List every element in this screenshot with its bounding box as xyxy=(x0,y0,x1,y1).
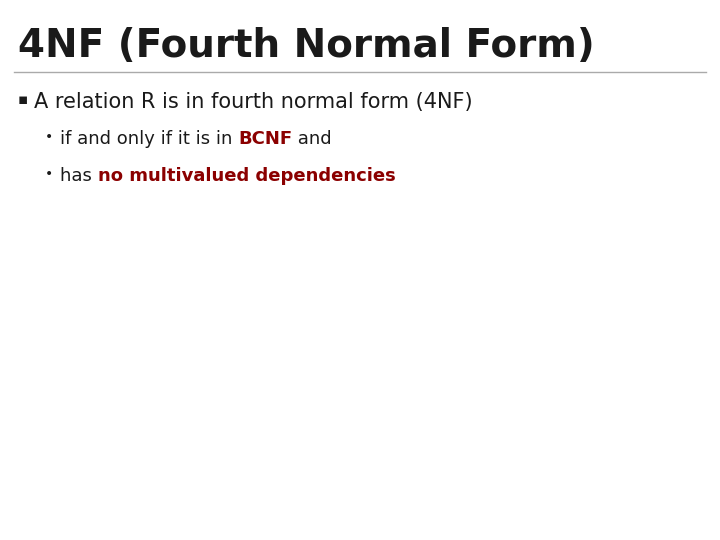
Text: 65: 65 xyxy=(351,511,369,525)
Text: A relation R is in fourth normal form (4NF): A relation R is in fourth normal form (4… xyxy=(34,92,472,112)
Text: no multivalued dependencies: no multivalued dependencies xyxy=(98,167,395,185)
Text: BCNF: BCNF xyxy=(238,130,292,147)
Text: has: has xyxy=(60,167,98,185)
Text: Unit – 4: Relational Database Design: Unit – 4: Relational Database Design xyxy=(22,511,276,525)
Text: and: and xyxy=(292,130,332,147)
Text: •: • xyxy=(45,130,53,144)
Text: ▪: ▪ xyxy=(18,92,28,107)
Text: •: • xyxy=(45,167,53,181)
Text: 4NF (Fourth Normal Form): 4NF (Fourth Normal Form) xyxy=(18,27,595,65)
Text: Darshan Institute of Engineering & Technology: Darshan Institute of Engineering & Techn… xyxy=(375,511,698,525)
Text: if and only if it is in: if and only if it is in xyxy=(60,130,238,147)
